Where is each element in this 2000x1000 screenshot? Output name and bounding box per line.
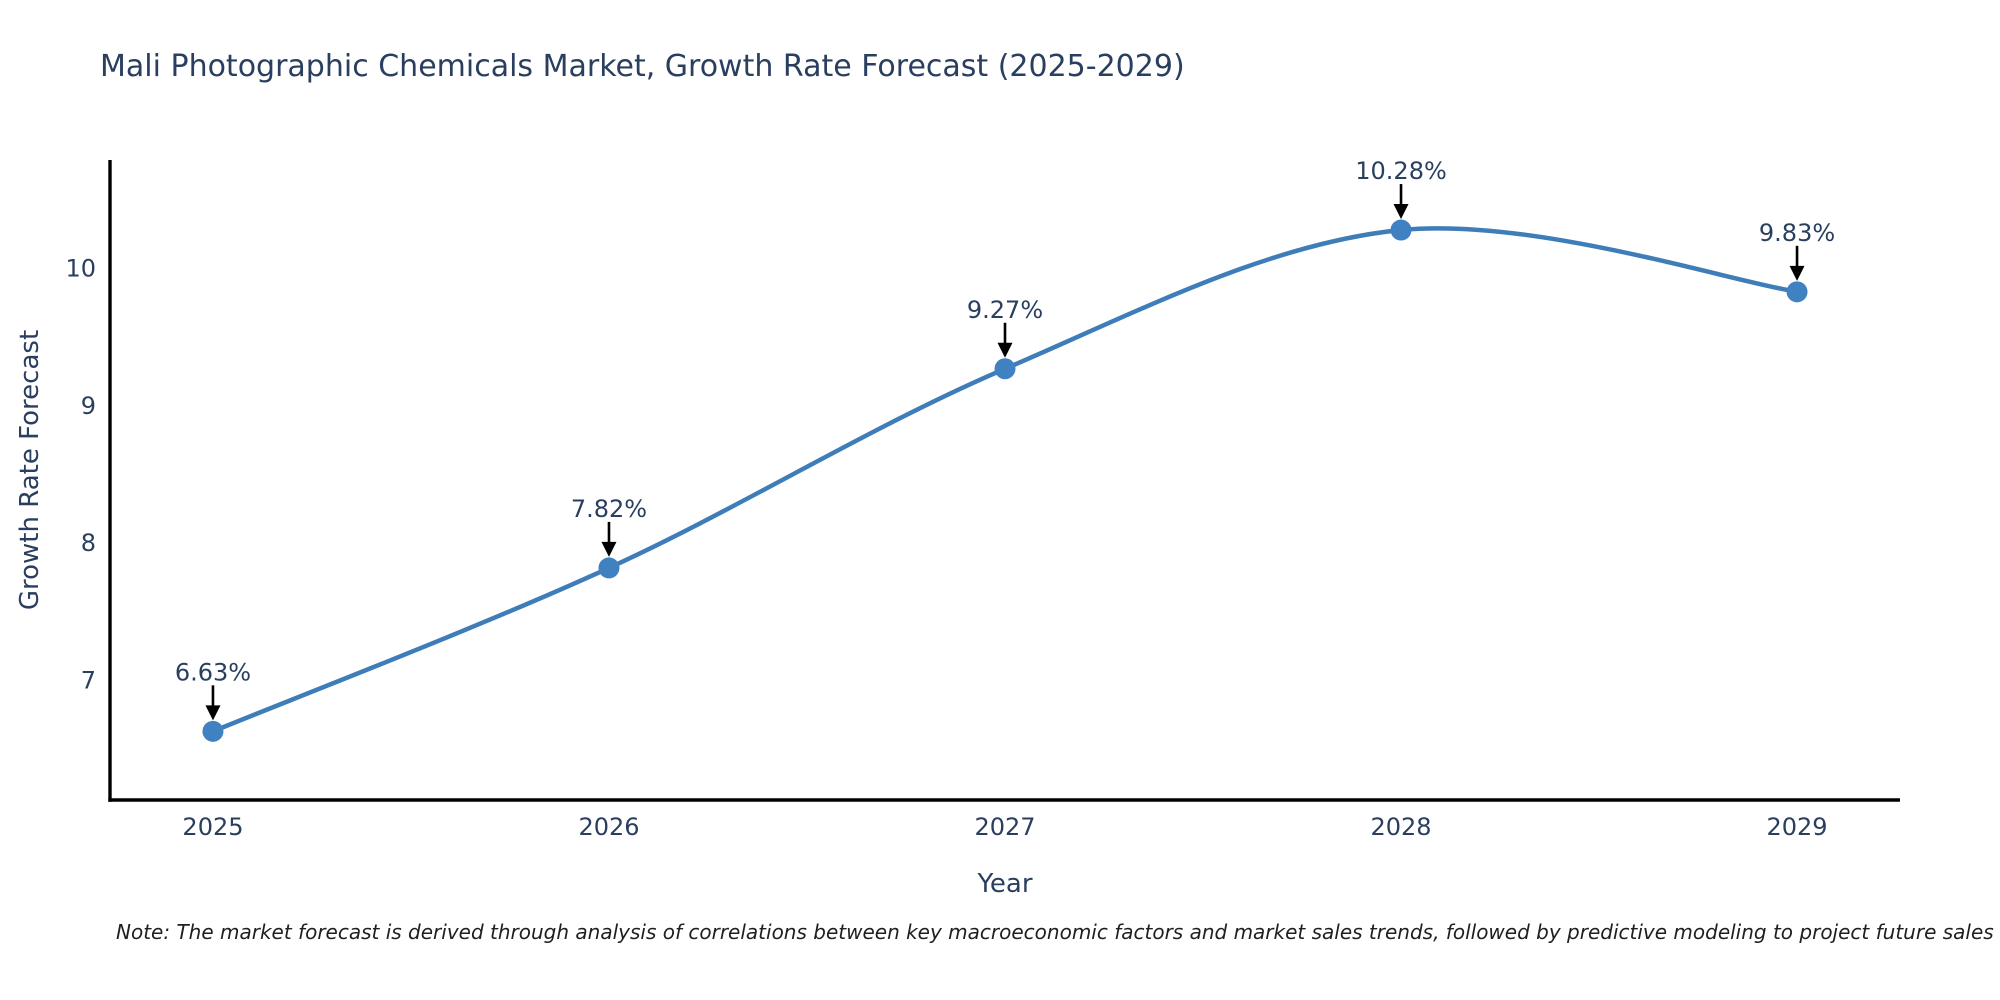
annotation-arrowhead-2025 [205, 705, 221, 721]
y-tick-label-10: 10 [65, 254, 96, 282]
x-tick-label-2026: 2026 [578, 813, 639, 841]
annotation-label-2029: 9.83% [1759, 219, 1835, 247]
annotation-arrowhead-2029 [1789, 265, 1805, 281]
data-point-2026[interactable] [598, 557, 620, 579]
annotation-arrowhead-2028 [1393, 204, 1409, 220]
y-axis-title: Growth Rate Forecast [15, 329, 45, 611]
y-tick-label-7: 7 [81, 667, 96, 695]
annotation-arrowhead-2026 [601, 541, 617, 557]
x-tick-label-2027: 2027 [974, 813, 1035, 841]
x-tick-label-2029: 2029 [1766, 813, 1827, 841]
x-axis-title: Year [977, 869, 1033, 899]
x-tick-label-2028: 2028 [1370, 813, 1431, 841]
annotation-arrowhead-2027 [997, 342, 1013, 358]
data-point-2025[interactable] [202, 720, 224, 742]
data-point-2029[interactable] [1786, 281, 1808, 303]
x-tick-label-2025: 2025 [182, 813, 243, 841]
footnote: Note: The market forecast is derived thr… [116, 920, 1994, 944]
y-tick-label-9: 9 [81, 392, 96, 420]
annotation-label-2026: 7.82% [571, 495, 647, 523]
data-point-2028[interactable] [1390, 219, 1412, 241]
chart-title: Mali Photographic Chemicals Market, Grow… [100, 49, 1185, 84]
annotation-label-2025: 6.63% [175, 658, 251, 686]
annotation-label-2028: 10.28% [1355, 157, 1447, 185]
data-point-2027[interactable] [994, 358, 1016, 380]
annotation-label-2027: 9.27% [967, 296, 1043, 324]
y-tick-label-8: 8 [81, 529, 96, 557]
